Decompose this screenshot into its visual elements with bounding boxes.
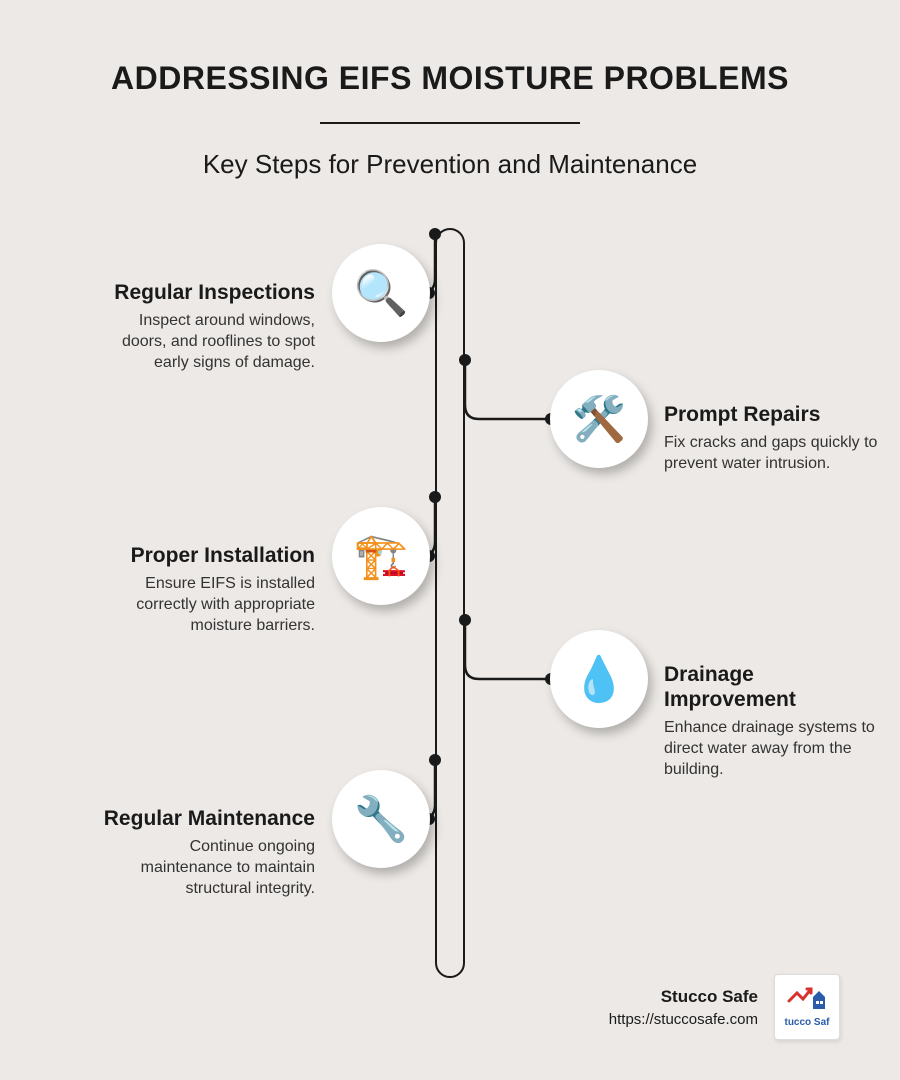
- title-divider: [320, 122, 580, 124]
- water-drop-icon: 💧: [550, 630, 648, 728]
- wrench-icon: 🔧: [332, 770, 430, 868]
- timeline-container: 🔍Regular InspectionsInspect around windo…: [50, 230, 850, 980]
- connector-line: [50, 700, 850, 900]
- brand-logo: tucco Saf: [774, 974, 840, 1040]
- brand-name: Stucco Safe: [609, 987, 758, 1007]
- logo-graphic: [787, 987, 827, 1015]
- footer: Stucco Safe https://stuccosafe.com tucco…: [609, 974, 840, 1040]
- magnifier-icon: 🔍: [332, 244, 430, 342]
- infographic-canvas: ADDRESSING EIFS MOISTURE PROBLEMS Key St…: [0, 0, 900, 1080]
- brand-url: https://stuccosafe.com: [609, 1011, 758, 1028]
- crane-icon: 🏗️: [332, 507, 430, 605]
- timeline-step-5: 🔧Regular MaintenanceContinue ongoing mai…: [50, 770, 850, 870]
- footer-text: Stucco Safe https://stuccosafe.com: [609, 987, 758, 1028]
- tools-icon: 🛠️: [550, 370, 648, 468]
- logo-text: tucco Saf: [784, 1017, 829, 1028]
- main-title: ADDRESSING EIFS MOISTURE PROBLEMS: [50, 60, 850, 97]
